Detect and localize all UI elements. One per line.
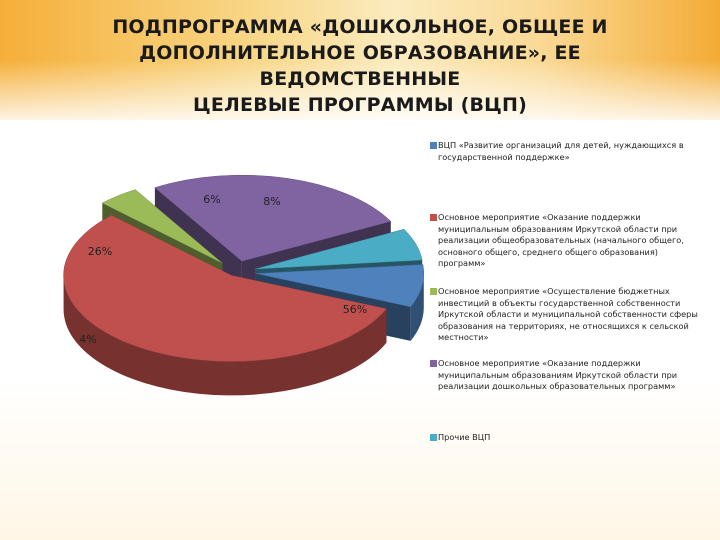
legend-label-5: Прочие ВЦП [438, 432, 491, 442]
slide-title: ПОДПРОГРАММА «ДОШКОЛЬНОЕ, ОБЩЕЕ И ДОПОЛН… [40, 14, 680, 118]
title-line-3: ЦЕЛЕВЫЕ ПРОГРАММЫ (ВЦП) [193, 94, 527, 116]
data-label-4: 26% [88, 245, 112, 258]
pie-slice-rim-1-1 [410, 273, 424, 341]
title-line-1: ПОДПРОГРАММА «ДОШКОЛЬНОЕ, ОБЩЕЕ И [112, 16, 608, 38]
legend-label-1: ВЦП «Развитие организаций для детей, нуж… [438, 140, 684, 162]
pie-slice-rim-2-1 [63, 275, 387, 396]
pie-slice-top-2 [63, 214, 387, 362]
pie-slice-top-4 [154, 174, 392, 262]
header-banner-fade [0, 60, 720, 130]
legend-label-3: Основное мероприятие «Осуществление бюдж… [438, 286, 698, 342]
pie-slice-top-1 [255, 264, 424, 308]
data-label-2: 56% [343, 303, 367, 316]
data-label-5: 6% [203, 193, 220, 206]
legend-swatch-2 [430, 214, 437, 221]
title-line-2: ДОПОЛНИТЕЛЬНОЕ ОБРАЗОВАНИЕ», ЕЕ ВЕДОМСТВ… [139, 42, 581, 90]
pie-slice-2 [63, 214, 387, 396]
legend-label-4: Основное мероприятие «Оказание поддержки… [438, 358, 678, 391]
data-label-1: 8% [263, 195, 280, 208]
pie-slice-top-5 [255, 228, 423, 270]
pie-slice-top-3 [101, 189, 223, 264]
legend-swatch-5 [430, 434, 437, 441]
data-label-3: 4% [79, 333, 96, 346]
legend-swatch-1 [430, 142, 437, 149]
legend-swatch-3 [430, 288, 437, 295]
legend-label-2: Основное мероприятие «Оказание поддержки… [438, 212, 684, 268]
legend-swatch-4 [430, 360, 437, 367]
